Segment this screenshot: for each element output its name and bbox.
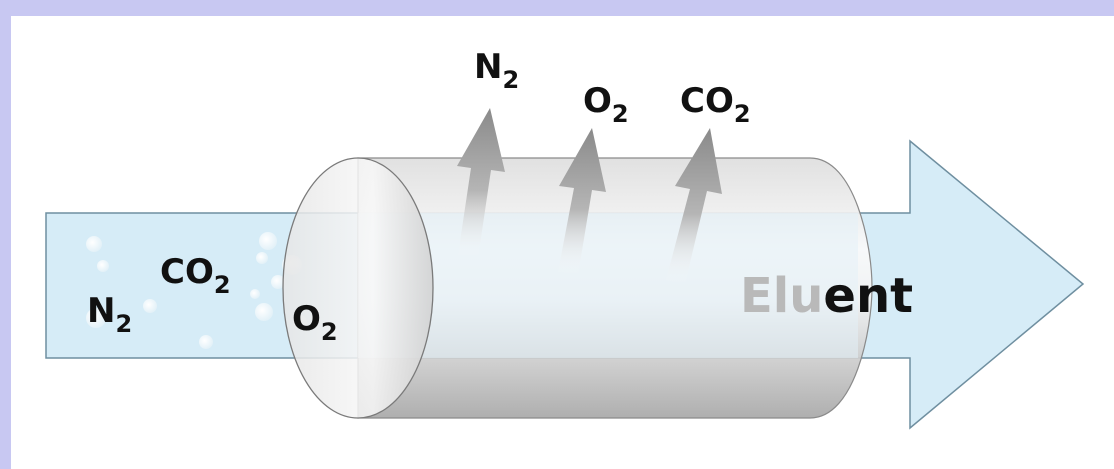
escaping-gas-arrow-n2 xyxy=(457,108,505,258)
membrane-tube-opening xyxy=(282,157,434,419)
eluent-label-faded: Elu xyxy=(740,268,823,324)
inlet-label-o2: O2 xyxy=(292,299,338,346)
outlet-label-co2: CO2 xyxy=(680,81,751,128)
eluent-label: Eluent xyxy=(740,268,913,324)
outlet-label-n2: N2 xyxy=(474,47,519,94)
eluent-inside-tube xyxy=(358,213,858,358)
inlet-label-n2: N2 xyxy=(87,291,132,338)
inlet-label-co2: CO2 xyxy=(160,252,231,299)
escaping-gas-arrows xyxy=(457,108,722,284)
outlet-label-o2: O2 xyxy=(583,81,629,128)
frame-left xyxy=(0,0,11,469)
frame-top xyxy=(0,0,1114,16)
eluent-label-solid: ent xyxy=(823,268,913,324)
escaping-gas-arrow-co2 xyxy=(666,128,722,284)
escaping-gas-arrow-o2 xyxy=(558,128,606,275)
